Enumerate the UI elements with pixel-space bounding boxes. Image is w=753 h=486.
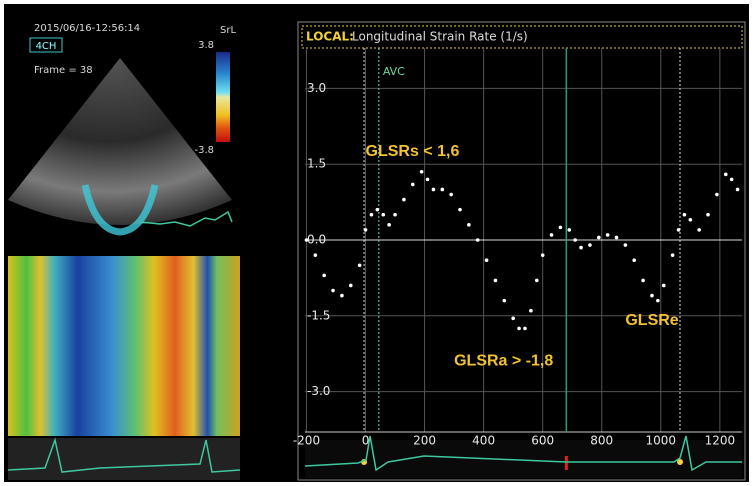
data-point — [426, 178, 430, 182]
x-tick-label: 800 — [590, 434, 613, 448]
title-prefix: LOCAL: — [306, 30, 354, 44]
data-point — [588, 243, 592, 247]
x-tick-label: 1200 — [705, 434, 736, 448]
scale-max: 3.8 — [198, 40, 214, 51]
ecg-marker — [565, 456, 568, 470]
data-point — [467, 223, 471, 227]
data-point — [503, 299, 507, 303]
data-point — [511, 317, 515, 321]
data-point — [662, 284, 666, 288]
data-point — [314, 253, 318, 257]
x-tick-label: 400 — [472, 434, 495, 448]
view-label: 4CH — [36, 41, 57, 52]
avc-label: AVC — [383, 65, 405, 78]
data-point — [449, 193, 453, 197]
data-point — [535, 279, 539, 283]
data-point — [641, 279, 645, 283]
x-tick-label: -200 — [293, 434, 320, 448]
data-point — [559, 226, 563, 230]
data-point — [376, 208, 380, 212]
data-point — [485, 258, 489, 262]
data-point — [432, 188, 436, 192]
data-point — [573, 238, 577, 242]
data-point — [615, 236, 619, 240]
scale-min: -3.8 — [194, 145, 214, 156]
data-point — [331, 289, 335, 293]
data-point — [677, 228, 681, 232]
data-point — [624, 243, 628, 247]
data-point — [517, 327, 521, 331]
data-point — [697, 228, 701, 232]
data-point — [706, 213, 710, 217]
annotation: GLSRe — [625, 312, 678, 329]
data-point — [597, 236, 601, 240]
data-point — [671, 253, 675, 257]
screen: 2015/06/16-12:56:14 4CH Frame = 38 SrL 3… — [0, 0, 753, 486]
data-point — [689, 218, 693, 222]
scale-name: SrL — [220, 25, 236, 36]
data-point — [736, 188, 740, 192]
y-tick-label: 0.0 — [307, 233, 326, 247]
data-point — [656, 299, 660, 303]
timestamp: 2015/06/16-12:56:14 — [34, 23, 140, 34]
data-point — [358, 263, 362, 267]
color-scale — [216, 52, 230, 142]
chart-title: Longitudinal Strain Rate (1/s) — [352, 30, 528, 44]
data-point — [579, 246, 583, 250]
color-mmode — [8, 256, 240, 436]
x-tick-label: 200 — [413, 434, 436, 448]
data-point — [387, 223, 391, 227]
data-point — [349, 284, 353, 288]
data-point — [476, 238, 480, 242]
data-point — [364, 228, 368, 232]
data-point — [322, 274, 326, 278]
ecg-strip — [305, 440, 742, 478]
data-point — [683, 213, 687, 217]
x-tick-label: 1000 — [646, 434, 677, 448]
data-point — [340, 294, 344, 298]
data-point — [370, 213, 374, 217]
data-point — [458, 208, 462, 212]
data-point — [730, 178, 734, 182]
data-point — [411, 183, 415, 187]
data-point — [529, 309, 533, 313]
data-point — [441, 188, 445, 192]
page: {"echo_panel": {"timestamp": "2015/06/16… — [0, 0, 753, 486]
y-tick-label: -3.0 — [307, 384, 330, 398]
frame-label: Frame = 38 — [34, 65, 93, 76]
data-point — [567, 228, 571, 232]
data-point — [494, 279, 498, 283]
y-tick-label: 3.0 — [307, 81, 326, 95]
annotation: GLSRa > -1,8 — [454, 352, 553, 369]
x-tick-label: 600 — [531, 434, 554, 448]
data-point — [381, 213, 385, 217]
data-point — [650, 294, 654, 298]
data-point — [393, 213, 397, 217]
data-point — [715, 193, 719, 197]
data-point — [305, 238, 309, 242]
data-point — [606, 233, 610, 237]
data-point — [541, 253, 545, 257]
y-tick-label: -1.5 — [307, 308, 330, 322]
annotation: GLSRs < 1,6 — [366, 143, 460, 160]
data-point — [550, 233, 554, 237]
data-point — [402, 198, 406, 202]
y-tick-label: 1.5 — [307, 157, 326, 171]
data-point — [420, 170, 424, 174]
data-point — [632, 258, 636, 262]
data-point — [523, 327, 527, 331]
data-point — [724, 173, 728, 177]
